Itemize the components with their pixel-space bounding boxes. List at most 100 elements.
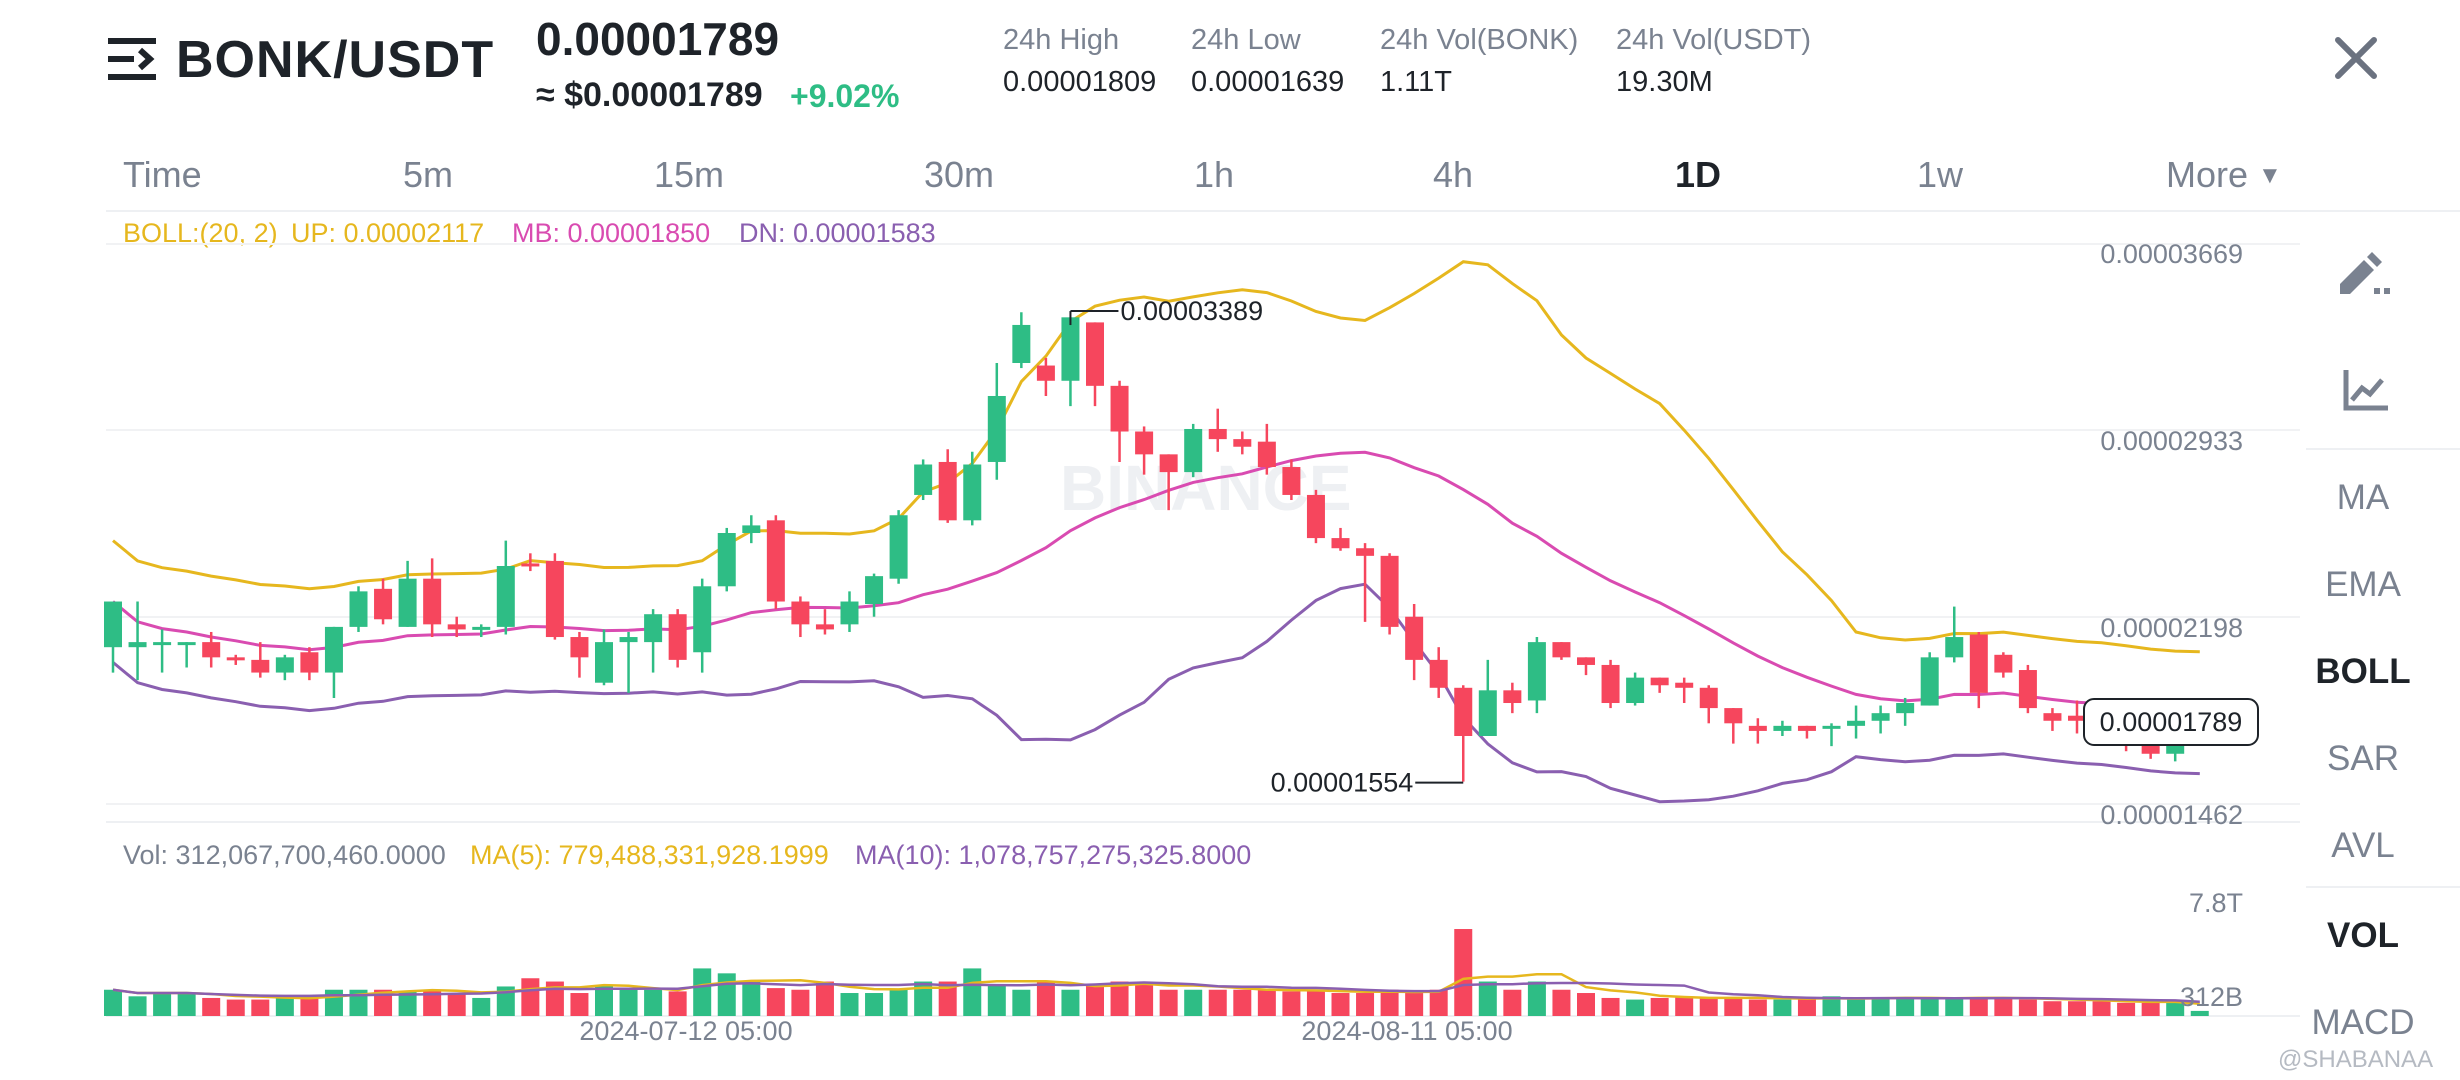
vol-ma5-value: MA(5): 779,488,331,928.1999 [470, 840, 829, 870]
candle-body [840, 601, 859, 625]
menu-icon[interactable] [108, 36, 158, 82]
candle-body [1920, 657, 1939, 706]
candle-body [1454, 687, 1473, 736]
volume-bar [1552, 989, 1571, 1016]
vol-tick-label: 312B [2180, 982, 2243, 1012]
candle-body [1552, 642, 1571, 658]
candle-body [1626, 677, 1645, 704]
volume-bar [1650, 997, 1669, 1016]
candle-body [1969, 634, 1988, 693]
volume-bar [104, 989, 122, 1016]
candle-body [1159, 454, 1178, 473]
volume-bar [2166, 1001, 2185, 1016]
y-tick-label: 0.00002198 [2100, 613, 2243, 643]
candle-body [2018, 670, 2037, 709]
volume-bar [865, 993, 884, 1016]
stat-value-24h-high: 0.00001809 [1003, 66, 1157, 98]
volume-bar [2043, 1001, 2062, 1016]
indicator-chart-button[interactable] [2338, 366, 2394, 416]
tab-1d[interactable]: 1D [1675, 154, 1722, 195]
candle-body [1356, 548, 1375, 556]
candle-body [1503, 690, 1522, 704]
volume-bar [1871, 997, 1890, 1016]
tab-15m[interactable]: 15m [654, 154, 725, 195]
volume-bar [1331, 993, 1350, 1016]
candle-body [1331, 538, 1350, 549]
candle-body [1405, 616, 1424, 660]
volume-bar [1945, 997, 1964, 1016]
credit-watermark: @SHABANAA [2278, 1046, 2434, 1073]
volume-bar [2068, 1001, 2086, 1016]
indicator-ema[interactable]: EMA [2325, 565, 2401, 604]
indicator-boll[interactable]: BOLL [2315, 652, 2411, 691]
candle-body [275, 657, 294, 673]
candle-body [668, 614, 687, 660]
close-button[interactable] [2328, 30, 2384, 86]
volume-bar [1822, 996, 1841, 1016]
candle-body [349, 591, 368, 627]
draw-tool-button[interactable] [2334, 244, 2394, 300]
volume-bar [693, 968, 712, 1016]
volume-bar [1036, 981, 1055, 1016]
tab-5m[interactable]: 5m [403, 154, 454, 195]
boll-upper-line [112, 260, 2200, 654]
volume-bar [1797, 997, 1816, 1016]
vol-value: Vol: 312,067,700,460.0000 [123, 840, 446, 870]
candle-body [1871, 713, 1890, 721]
tab-1w[interactable]: 1w [1917, 154, 1964, 195]
candle-body [128, 642, 147, 648]
candle-body [1724, 708, 1743, 724]
volume-bar [226, 999, 245, 1016]
volume-bar [1233, 989, 1252, 1016]
indicator-vol[interactable]: VOL [2327, 916, 2399, 955]
tab-time[interactable]: Time [123, 154, 202, 195]
volume-bar [1773, 999, 1792, 1016]
indicator-ma[interactable]: MA [2336, 478, 2390, 517]
indicator-avl[interactable]: AVL [2331, 826, 2395, 865]
vol-ma10-value: MA(10): 1,078,757,275,325.8000 [855, 840, 1252, 870]
volume-bar [423, 989, 442, 1016]
volume-bar [791, 989, 810, 1016]
tab-more-label: More [2166, 154, 2249, 195]
low-price-annotation: 0.00001554 [1271, 768, 1414, 798]
tab-1h[interactable]: 1h [1194, 154, 1235, 195]
candle-body [1233, 439, 1252, 447]
tab-4h[interactable]: 4h [1433, 154, 1474, 195]
indicator-sar[interactable]: SAR [2327, 739, 2399, 778]
candle-body [815, 624, 834, 630]
candle-body [1650, 677, 1669, 686]
candlestick-chart[interactable]: BINANCE 0.000036690.000029330.000021980.… [0, 0, 2300, 1080]
tab-30m[interactable]: 30m [924, 154, 995, 195]
tabs-divider [106, 210, 2460, 212]
pair-title[interactable]: BONK/USDT [176, 31, 495, 89]
volume-bar [324, 989, 343, 1016]
volume-bar [963, 968, 982, 1016]
candle-body [374, 588, 393, 620]
candle-body [398, 578, 417, 627]
volume-bar [1503, 989, 1522, 1016]
volume-bar [1405, 993, 1424, 1016]
volume-bar [1994, 997, 2013, 1016]
stat-label-24h-high: 24h High [1003, 24, 1120, 56]
volume-bar [1454, 929, 1473, 1016]
boll-middle-line [112, 450, 2200, 715]
volume-bar [1675, 996, 1694, 1016]
volume-bar [1748, 999, 1767, 1016]
candle-body [1773, 725, 1792, 731]
candle-body [2068, 715, 2086, 721]
volume-bar [447, 993, 466, 1016]
tab-more[interactable]: More ▼ [2166, 154, 2282, 196]
candle-body [1527, 642, 1546, 701]
volume-bar [1429, 989, 1448, 1016]
volume-bar [177, 993, 196, 1016]
indicator-macd[interactable]: MACD [2311, 1003, 2415, 1042]
candle-body [324, 626, 343, 673]
volume-bar [251, 999, 270, 1016]
volume-bar [2190, 1010, 2209, 1016]
x-tick-label: 2024-08-11 05:00 [1301, 1016, 1512, 1046]
candle-body [1847, 720, 1866, 726]
volume-bar [1527, 981, 1546, 1016]
candle-body [1675, 682, 1694, 688]
volume-bar [521, 978, 540, 1016]
candle-body [1036, 365, 1055, 381]
